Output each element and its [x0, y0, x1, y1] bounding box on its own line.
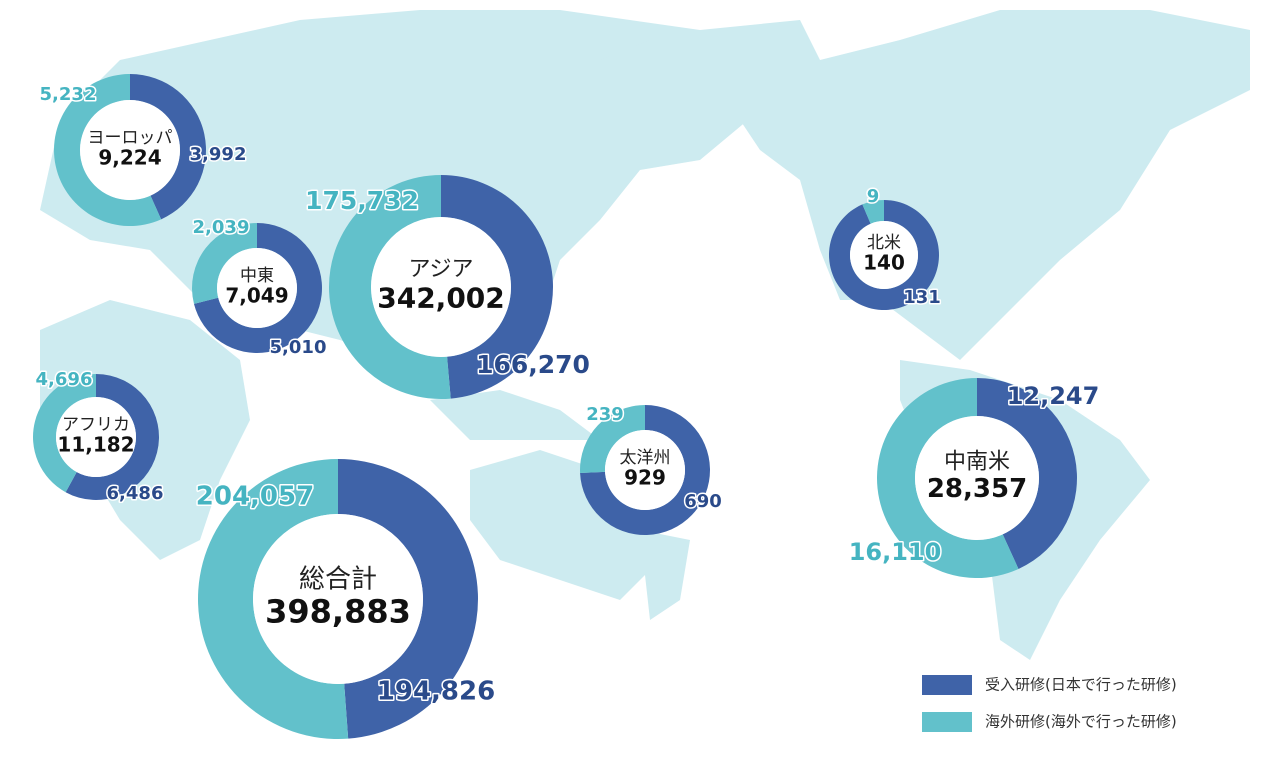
- region-total: 7,049: [225, 284, 288, 308]
- donut-center: [253, 514, 423, 684]
- donut-segment: [329, 175, 451, 399]
- value-label: 5,010: [270, 337, 327, 358]
- donut-center: [217, 248, 297, 328]
- region-name: 総合計: [299, 564, 377, 594]
- region-total: 929: [624, 466, 666, 490]
- legend-swatch: [922, 675, 972, 695]
- value-label: 12,247: [1007, 382, 1100, 410]
- legend-label: 海外研修(海外で行った研修): [985, 713, 1177, 731]
- donut-center: [80, 100, 180, 200]
- region-total: 398,883: [265, 592, 411, 630]
- value-label: 9: [867, 186, 880, 207]
- donut-segment: [191, 223, 257, 304]
- value-label: 3,992: [190, 144, 247, 165]
- donut-segment: [977, 378, 1077, 569]
- region-name: アフリカ: [62, 415, 130, 435]
- value-label: 204,057: [196, 482, 314, 512]
- region-total: 140: [863, 251, 905, 275]
- donut-segment: [54, 74, 162, 226]
- legend-swatch: [922, 712, 972, 732]
- donut-center: [371, 217, 511, 357]
- donut-segment: [193, 223, 322, 353]
- donut-segment: [65, 374, 159, 501]
- value-label: 131: [903, 287, 941, 308]
- value-label: 690: [684, 491, 722, 512]
- value-label: 6,486: [107, 483, 164, 504]
- value-label: 16,110: [849, 538, 942, 566]
- region-name: 太洋州: [620, 448, 671, 468]
- value-label: 175,732: [305, 186, 419, 215]
- region-total: 11,182: [57, 433, 134, 457]
- value-label: 239: [586, 404, 624, 425]
- region-total: 9,224: [98, 146, 161, 170]
- region-name: アジア: [408, 257, 473, 282]
- value-label: 166,270: [476, 350, 590, 379]
- value-label: 194,826: [377, 677, 495, 707]
- value-label: 2,039: [193, 217, 250, 238]
- region-name: ヨーロッパ: [88, 128, 173, 148]
- donut-segment: [829, 200, 939, 310]
- donut-segment: [198, 459, 349, 739]
- legend-label: 受入研修(日本で行った研修): [985, 676, 1177, 694]
- donut-segment: [580, 405, 711, 535]
- region-name: 中南米: [944, 449, 1010, 474]
- donut-segment: [580, 405, 645, 473]
- value-label: 4,696: [36, 369, 93, 390]
- donut-segment: [130, 73, 207, 220]
- region-name: 北米: [867, 233, 901, 253]
- region-total: 28,357: [927, 474, 1027, 504]
- region-total: 342,002: [377, 282, 505, 315]
- donut-center: [915, 416, 1039, 540]
- donut-segment: [876, 378, 1019, 578]
- value-label: 5,232: [40, 84, 97, 105]
- donut-center: [850, 221, 918, 289]
- donut-segment: [862, 200, 884, 224]
- donut-segment: [441, 175, 554, 399]
- donut-center: [56, 397, 136, 477]
- legend: 受入研修(日本で行った研修) 海外研修(海外で行った研修): [922, 675, 1177, 732]
- donut-segment: [32, 374, 96, 493]
- donut-segment: [338, 459, 479, 739]
- donut-center: [605, 430, 685, 510]
- region-name: 中東: [240, 266, 274, 286]
